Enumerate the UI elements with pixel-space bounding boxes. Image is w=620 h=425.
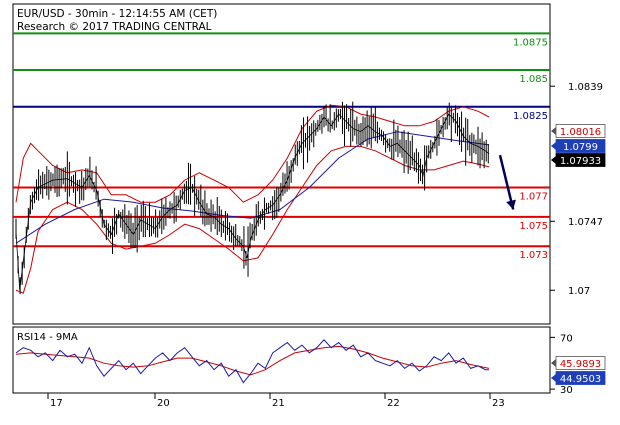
moving-average	[15, 131, 490, 244]
arrow-shaft	[498, 154, 515, 210]
price-tags: 1.08016 1.0799 1.07933	[551, 124, 606, 167]
rsi-tags: 45.9893 44.9503	[551, 356, 606, 385]
price-line	[15, 113, 490, 291]
last-price-tag-pointer	[551, 156, 556, 164]
rsi-tag-label: 44.9503	[560, 374, 601, 385]
rsi-tick-label: 30	[560, 385, 573, 396]
resistance-1-label: 1.085	[519, 74, 548, 85]
price-series	[15, 101, 490, 295]
rsi-panel-title: RSI14 - 9MA	[17, 332, 78, 343]
price-panel-frame	[12, 3, 551, 325]
moving-average-tag-label: 1.0799	[563, 142, 598, 153]
upper-band	[15, 104, 490, 203]
time-axis-ticks: 17 20 21 22 23	[47, 393, 505, 409]
rsi-tag-pointer	[551, 374, 556, 382]
upper-band-tag-label: 1.08016	[560, 127, 601, 138]
rsi-tick-label: 70	[560, 333, 573, 344]
time-tick-label: 21	[272, 398, 285, 409]
time-tick-label: 23	[492, 398, 505, 409]
bollinger-bands	[15, 104, 490, 294]
time-tick-label: 20	[157, 398, 170, 409]
resistance-2-label: 1.0875	[513, 37, 548, 48]
price-tick-label: 1.07	[568, 286, 590, 297]
support-2-label: 1.075	[519, 221, 548, 232]
level-labels: 1.0875 1.085 1.0825 1.077 1.075 1.073	[513, 37, 548, 261]
price-axis-ticks: 1.07 1.0747 1.0839	[550, 82, 603, 297]
price-tick-label: 1.0839	[568, 82, 603, 93]
last-price-tag-label: 1.07933	[560, 156, 601, 167]
price-tick-label: 1.0747	[568, 217, 603, 228]
chart-title: EUR/USD - 30min - 12:14:55 AM (CET)	[17, 8, 217, 20]
pivot-label: 1.0825	[513, 111, 548, 122]
rsi-ma-tag-label: 45.9893	[560, 359, 601, 370]
support-3-label: 1.073	[519, 250, 548, 261]
arrow-head	[506, 199, 516, 210]
rsi-series	[15, 339, 490, 384]
moving-average-tag-pointer	[551, 142, 556, 150]
forecast-arrow	[498, 154, 516, 210]
lower-band	[15, 145, 490, 294]
moving-average-line	[15, 131, 490, 244]
rsi-line	[15, 339, 490, 384]
chart-subtitle: Research © 2017 TRADING CENTRAL	[17, 21, 212, 33]
time-tick-label: 22	[387, 398, 400, 409]
time-tick-label: 17	[50, 398, 63, 409]
rsi-ma-tag-pointer	[551, 359, 556, 367]
support-1-label: 1.077	[519, 191, 548, 202]
rsi-axis-ticks: 30 70	[550, 333, 573, 396]
upper-band-tag-pointer	[551, 127, 556, 135]
